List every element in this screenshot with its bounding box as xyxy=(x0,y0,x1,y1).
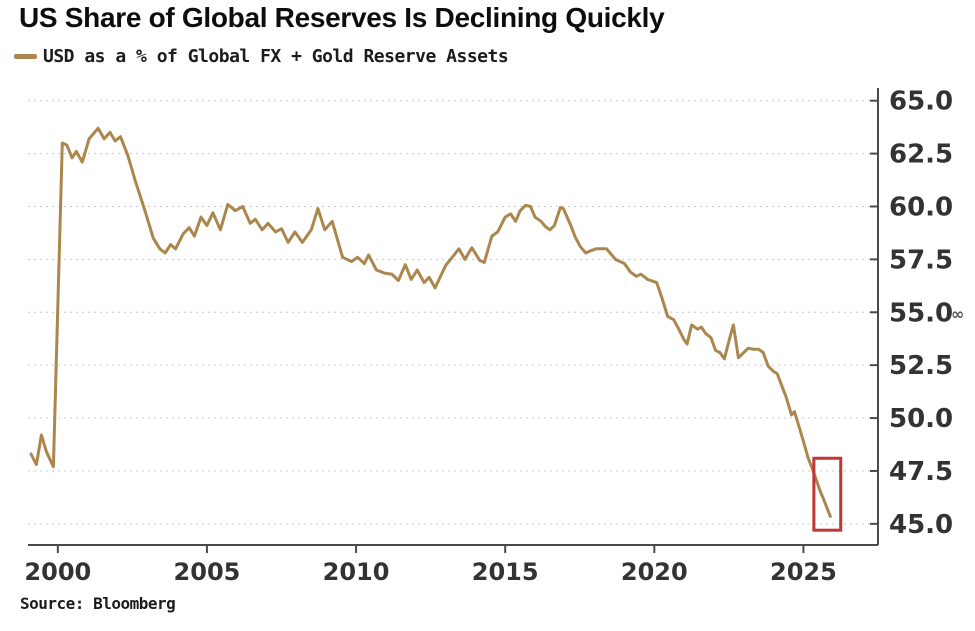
y-tick-label-52.5: 52.5 xyxy=(889,351,953,381)
highlight-box xyxy=(812,456,843,532)
x-tick-label-2020: 2020 xyxy=(621,558,688,586)
y-tick-label-50: 50.0 xyxy=(889,404,953,434)
y-tick-label-57.5: 57.5 xyxy=(889,245,953,275)
legend-line-swatch xyxy=(14,53,37,59)
y-tick-label-47.5: 47.5 xyxy=(889,457,953,487)
usd-share-line xyxy=(29,126,832,518)
legend-label: USD as a % of Global FX + Gold Reserve A… xyxy=(43,45,509,67)
x-tick-label-2015: 2015 xyxy=(472,558,539,586)
x-tick-label-2025: 2025 xyxy=(770,558,837,586)
x-tick-label-2005: 2005 xyxy=(174,558,241,586)
y-tick-label-62.5: 62.5 xyxy=(889,140,953,170)
chart-title: US Share of Global Reserves Is Declining… xyxy=(19,2,665,33)
y-tick-label-60: 60.0 xyxy=(889,192,953,222)
legend: USD as a % of Global FX + Gold Reserve A… xyxy=(14,45,509,67)
source-note: Source: Bloomberg xyxy=(20,594,176,613)
x-tick-label-2000: 2000 xyxy=(24,558,91,586)
x-tick-label-2010: 2010 xyxy=(323,558,390,586)
axis-marker-icon: ∞ xyxy=(951,304,964,323)
y-tick-label-65: 65.0 xyxy=(889,87,953,117)
y-tick-label-45: 45.0 xyxy=(889,510,953,540)
y-tick-label-55: 55.0 xyxy=(889,298,953,328)
